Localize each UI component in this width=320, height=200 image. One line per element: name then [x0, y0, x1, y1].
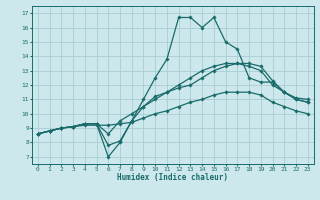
X-axis label: Humidex (Indice chaleur): Humidex (Indice chaleur)	[117, 173, 228, 182]
